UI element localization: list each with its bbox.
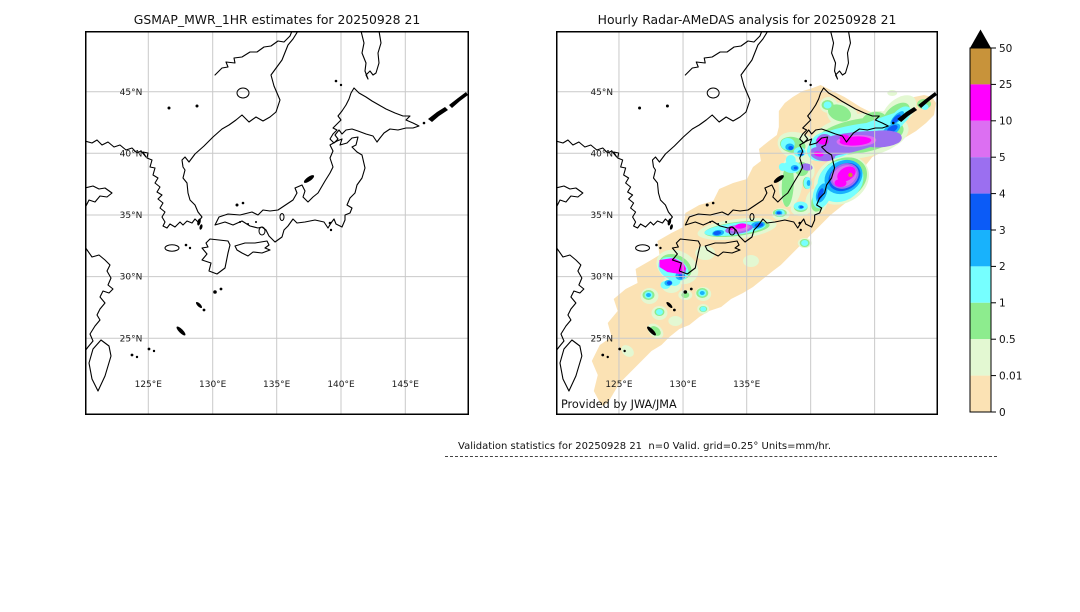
- lat-label: 40°N: [590, 149, 613, 159]
- gsmap-map-panel: 45°N 40°N 35°N 30°N 25°N 125°E 130°E 135…: [85, 31, 469, 415]
- colorbar-band: [970, 339, 991, 376]
- colorbar-ticks: [991, 47, 996, 413]
- colorbar-tick-label: 0.01: [999, 370, 1022, 382]
- right-map-lon-labels: 125°E 130°E 135°E: [605, 380, 760, 390]
- lon-label: 130°E: [199, 380, 227, 390]
- lon-label: 125°E: [135, 380, 163, 390]
- colorbar-band: [970, 193, 991, 230]
- data-credit: Provided by JWA/JMA: [561, 398, 677, 411]
- lon-label: 140°E: [327, 380, 355, 390]
- left-map-title: GSMAP_MWR_1HR estimates for 20250928 21: [133, 12, 421, 27]
- colorbar-band: [970, 84, 991, 121]
- precipitation-overlay: [591, 85, 937, 406]
- validation-statistics-text: Validation statistics for 20250928 21 n=…: [458, 441, 832, 452]
- left-map-lat-labels: 45°N 40°N 35°N 30°N 25°N: [120, 88, 143, 345]
- lon-label: 135°E: [263, 380, 291, 390]
- colorbar-tick-label: 2: [999, 261, 1006, 273]
- colorbar-band: [970, 157, 991, 194]
- colorbar-tick-label: 25: [999, 79, 1012, 91]
- lat-label: 30°N: [590, 273, 613, 283]
- right-map-lat-labels: 45°N 40°N 35°N 30°N 25°N: [590, 88, 613, 345]
- colorbar-tick-label: 10: [999, 116, 1012, 128]
- rain-25-50: [848, 172, 853, 178]
- lat-label: 30°N: [120, 273, 143, 283]
- left-map-lon-labels: 125°E 130°E 135°E 140°E 145°E: [135, 380, 420, 390]
- lat-label: 35°N: [590, 211, 613, 221]
- colorbar-band: [970, 266, 991, 303]
- colorbar-band: [970, 48, 991, 85]
- colorbar-tick-label: 4: [999, 188, 1006, 200]
- colorbar-tick-labels: 50 25 10 5 4 3 2 1 0.5 0.01 0: [999, 43, 1022, 419]
- lat-label: 35°N: [120, 211, 143, 221]
- lon-label: 135°E: [733, 380, 761, 390]
- overflow-triangle-icon: [970, 29, 991, 48]
- colorbar: 50 25 10 5 4 3 2 1 0.5 0.01 0: [969, 29, 1022, 419]
- colorbar-band: [970, 375, 991, 412]
- map-border: [556, 31, 938, 415]
- lon-label: 145°E: [392, 380, 420, 390]
- colorbar-band: [970, 230, 991, 267]
- radar-amedas-map-panel: 45°N 40°N 35°N 30°N 25°N 125°E 130°E 135…: [556, 31, 938, 415]
- lat-label: 45°N: [590, 88, 613, 98]
- colorbar-tick-label: 1: [999, 298, 1006, 310]
- colorbar-tick-label: 3: [999, 225, 1006, 237]
- lat-label: 40°N: [120, 149, 143, 159]
- lon-label: 125°E: [605, 380, 633, 390]
- colorbar-tick-label: 5: [999, 152, 1006, 164]
- lat-label: 25°N: [590, 334, 613, 344]
- lon-label: 130°E: [669, 380, 697, 390]
- lat-label: 25°N: [120, 334, 143, 344]
- colorbar-tick-label: 0: [999, 407, 1006, 419]
- colorbar-band: [970, 302, 991, 340]
- map-border: [85, 31, 469, 415]
- colorbar-tick-label: 0.5: [999, 334, 1016, 346]
- right-map-title: Hourly Radar-AMeDAS analysis for 2025092…: [597, 12, 897, 27]
- dashed-separator: [445, 456, 997, 457]
- lat-label: 45°N: [120, 88, 143, 98]
- colorbar-tick-label: 50: [999, 43, 1012, 55]
- colorbar-band: [970, 120, 991, 158]
